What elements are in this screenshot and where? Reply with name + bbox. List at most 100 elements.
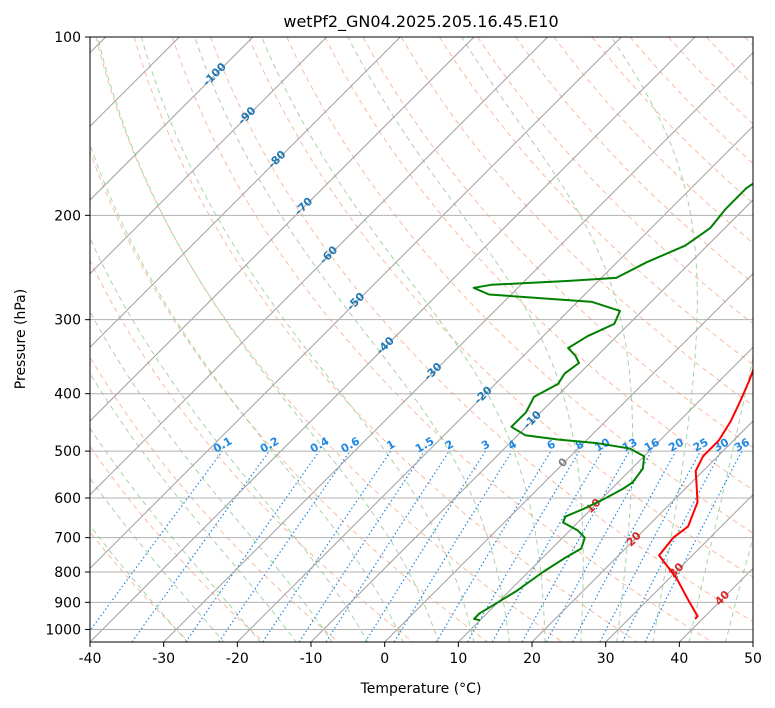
dry-adiabat [171,37,712,642]
y-axis-title: Pressure (hPa) [13,289,29,389]
mixing-ratio-label: 0.1 [211,435,234,456]
isotherm [90,37,696,642]
mixing-ratio-label: 20 [666,435,686,454]
moist-adiabat [90,477,225,642]
mixing-ratio-line [435,450,552,642]
moist-adiabat [610,37,698,642]
dry-adiabat [629,37,753,165]
y-tick-label: 900 [54,595,81,611]
mixing-ratio-line [572,450,677,642]
mixing-ratio-label: 1 [384,438,397,453]
isotherm-label: -50 [344,290,367,313]
mixing-ratio-label: 0.4 [308,434,332,455]
moist-adiabat [688,355,753,642]
x-axis-title: Temperature (°C) [360,681,482,697]
isotherm-label: -20 [472,383,495,406]
moist-adiabat [90,524,188,642]
x-tick-label: 30 [597,651,615,667]
y-tick-label: 300 [54,313,81,329]
mixing-ratio-line [393,450,513,642]
profile-series [472,182,753,622]
dry-adiabat [706,37,753,86]
x-tick-label: -10 [300,651,323,667]
mixing-ratio-line [325,450,450,642]
isotherm [90,37,401,349]
mixing-ratio-line [218,450,351,642]
x-tick-label: -40 [79,651,102,667]
y-tick-label: 1000 [45,622,81,638]
mixing-ratio-label: 16 [642,435,662,454]
x-tick-label: -30 [152,651,175,667]
moist-adiabat [261,37,546,642]
isotherm-label: -30 [421,360,444,383]
y-tick-label: 800 [54,565,81,581]
isotherm [605,493,753,642]
mixing-ratio-line [185,450,320,642]
mixing-ratio-line [131,450,270,642]
dry-adiabat [438,37,753,366]
moist-adiabat [461,37,634,642]
dry-adiabat [90,445,264,642]
dry-adiabat [668,37,753,125]
moist-adiabat [90,236,369,642]
dry-adiabat [90,259,414,642]
dry-adiabat [400,37,753,407]
mixing-ratio-label: 1.5 [413,435,436,456]
isotherm [90,37,549,496]
y-tick-label: 700 [54,531,81,547]
mixing-ratio-label: 0.6 [339,434,363,455]
moist-adiabat [97,37,439,642]
isotherm-label: -40 [374,334,397,357]
dry-adiabats [90,37,753,642]
isotherm-label: 40 [712,588,732,608]
isotherm [90,37,622,570]
dry-adiabat [248,37,753,578]
mixing-ratio-line [545,450,653,642]
dry-adiabat [95,37,563,642]
x-tick-label: 20 [523,651,541,667]
mixing-ratio-label: 4 [506,437,519,452]
x-tick-label: 50 [744,651,762,667]
mixing-ratio-line [262,450,392,642]
y-tick-label: 400 [54,387,81,403]
isotherm [457,346,753,642]
dry-adiabat [362,37,753,449]
isotherm-label: 0 [556,455,571,470]
y-tick-label: 200 [54,208,81,224]
isotherm-label: 20 [624,529,644,549]
moist-adiabat [90,310,333,642]
isotherm [90,37,475,422]
mixing-ratio-line [298,450,425,642]
dry-adiabat [553,37,753,244]
dry-adiabat [591,37,753,204]
isotherm-label: 10 [583,496,603,516]
isotherm [310,199,753,642]
dry-adiabat [90,531,190,642]
pressure-gridlines [90,37,753,630]
dry-adiabat [133,37,638,642]
isotherm-label: -70 [292,194,315,217]
dry-adiabat [90,150,488,642]
isotherm [752,641,753,642]
mixing-ratio-line [90,450,223,632]
mixing-ratio-line [599,450,702,642]
isotherm [90,37,328,275]
moist-adiabat [140,37,475,642]
isotherm [163,51,753,642]
dry-adiabat [477,37,753,325]
isotherm [531,420,753,642]
y-tick-label: 600 [54,491,81,507]
y-axis: 100 200 300 400 500 600 700 800 900 1000 [45,30,90,638]
x-tick-label: -20 [226,651,249,667]
x-tick-label: 10 [449,651,467,667]
temperature-line [658,367,753,620]
isotherm-label: -10 [521,408,544,431]
y-tick-label: 100 [54,30,81,46]
mixing-ratio-line [521,450,631,642]
moist-adiabat [90,427,261,642]
dry-adiabat [515,37,753,284]
dry-adiabat [744,37,753,47]
isotherm-label: -90 [235,104,258,127]
moist-adiabat [90,372,297,642]
